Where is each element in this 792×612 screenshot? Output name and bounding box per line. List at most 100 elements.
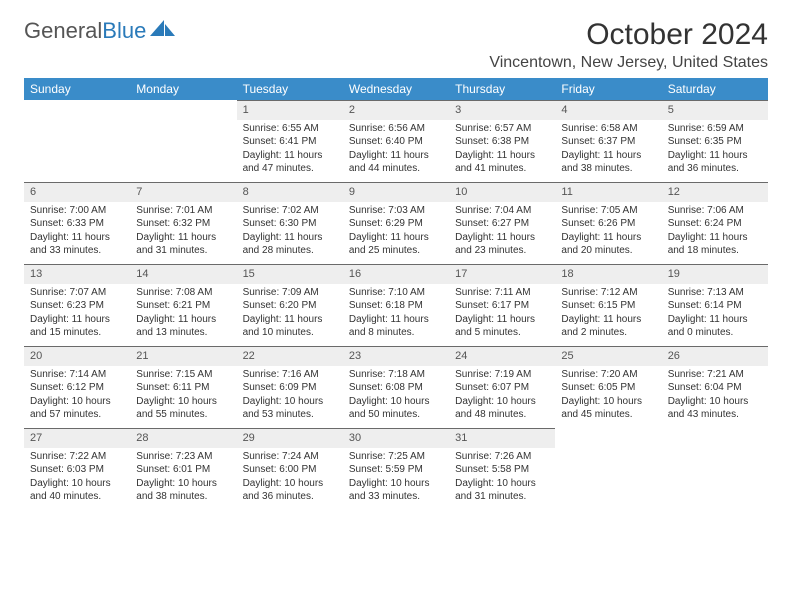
day-details: Sunrise: 7:09 AMSunset: 6:20 PMDaylight:… [237, 284, 343, 344]
calendar-cell: 18Sunrise: 7:12 AMSunset: 6:15 PMDayligh… [555, 264, 661, 346]
sunrise-line: Sunrise: 7:08 AM [136, 286, 230, 300]
calendar-cell: 1Sunrise: 6:55 AMSunset: 6:41 PMDaylight… [237, 100, 343, 182]
sunset-line: Sunset: 6:41 PM [243, 135, 337, 149]
daylight-line: Daylight: 11 hours and 36 minutes. [668, 149, 762, 176]
day-number: 28 [130, 428, 236, 448]
sunrise-line: Sunrise: 6:55 AM [243, 122, 337, 136]
day-number: 18 [555, 264, 661, 284]
calendar-cell: 19Sunrise: 7:13 AMSunset: 6:14 PMDayligh… [662, 264, 768, 346]
calendar-body: 1Sunrise: 6:55 AMSunset: 6:41 PMDaylight… [24, 100, 768, 510]
daylight-line: Daylight: 11 hours and 28 minutes. [243, 231, 337, 258]
sunrise-line: Sunrise: 7:21 AM [668, 368, 762, 382]
calendar-cell: 16 Sunrise: 7:10 AMSunset: 6:18 PMDayligh… [343, 264, 449, 346]
daylight-line: Daylight: 11 hours and 23 minutes. [455, 231, 549, 258]
day-details: Sunrise: 7:15 AMSunset: 6:11 PMDaylight:… [130, 366, 236, 426]
sunrise-line: Sunrise: 7:06 AM [668, 204, 762, 218]
calendar-cell: 14Sunrise: 7:08 AMSunset: 6:21 PMDayligh… [130, 264, 236, 346]
sunrise-line: Sunrise: 7:26 AM [455, 450, 549, 464]
day-details: Sunrise: 6:55 AMSunset: 6:41 PMDaylight:… [237, 120, 343, 180]
calendar-cell: 28Sunrise: 7:23 AMSunset: 6:01 PMDayligh… [130, 428, 236, 510]
day-number: 10 [449, 182, 555, 202]
daylight-line: Daylight: 11 hours and 41 minutes. [455, 149, 549, 176]
daylight-line: Daylight: 11 hours and 18 minutes. [668, 231, 762, 258]
day-number: 9 [343, 182, 449, 202]
daylight-line: Daylight: 11 hours and 0 minutes. [668, 313, 762, 340]
daylight-line: Daylight: 11 hours and 10 minutes. [243, 313, 337, 340]
calendar-cell: 7Sunrise: 7:01 AMSunset: 6:32 PMDaylight… [130, 182, 236, 264]
daylight-line: Daylight: 10 hours and 50 minutes. [349, 395, 443, 422]
sunrise-line: Sunrise: 7:05 AM [561, 204, 655, 218]
daylight-line: Daylight: 11 hours and 20 minutes. [561, 231, 655, 258]
calendar-cell [24, 100, 130, 182]
day-number: 25 [555, 346, 661, 366]
calendar-week-row: 27Sunrise: 7:22 AMSunset: 6:03 PMDayligh… [24, 428, 768, 510]
sunrise-line: Sunrise: 7:15 AM [136, 368, 230, 382]
daylight-line: Daylight: 11 hours and 44 minutes. [349, 149, 443, 176]
day-details: Sunrise: 7:04 AMSunset: 6:27 PMDaylight:… [449, 202, 555, 262]
day-number: 6 [24, 182, 130, 202]
day-details: Sunrise: 7:16 AMSunset: 6:09 PMDaylight:… [237, 366, 343, 426]
day-details: Sunrise: 6:57 AMSunset: 6:38 PMDaylight:… [449, 120, 555, 180]
sunset-line: Sunset: 6:00 PM [243, 463, 337, 477]
day-details: Sunrise: 6:56 AMSunset: 6:40 PMDaylight:… [343, 120, 449, 180]
sunset-line: Sunset: 6:05 PM [561, 381, 655, 395]
location-text: Vincentown, New Jersey, United States [489, 54, 768, 72]
sunset-line: Sunset: 6:04 PM [668, 381, 762, 395]
sunset-line: Sunset: 6:23 PM [30, 299, 124, 313]
daylight-line: Daylight: 11 hours and 25 minutes. [349, 231, 443, 258]
sunset-line: Sunset: 6:07 PM [455, 381, 549, 395]
sunset-line: Sunset: 6:18 PM [349, 299, 443, 313]
day-number: 31 [449, 428, 555, 448]
day-number: 17 [449, 264, 555, 284]
daylight-line: Daylight: 11 hours and 8 minutes. [349, 313, 443, 340]
day-number: 7 [130, 182, 236, 202]
sunrise-line: Sunrise: 7:10 AM [349, 286, 443, 300]
day-number: 24 [449, 346, 555, 366]
day-number: 29 [237, 428, 343, 448]
sunset-line: Sunset: 6:14 PM [668, 299, 762, 313]
day-number: 19 [662, 264, 768, 284]
daylight-line: Daylight: 10 hours and 43 minutes. [668, 395, 762, 422]
daylight-line: Daylight: 10 hours and 31 minutes. [455, 477, 549, 504]
day-details: Sunrise: 7:03 AMSunset: 6:29 PMDaylight:… [343, 202, 449, 262]
sunset-line: Sunset: 6:27 PM [455, 217, 549, 231]
calendar-cell: 17Sunrise: 7:11 AMSunset: 6:17 PMDayligh… [449, 264, 555, 346]
calendar-cell: 12Sunrise: 7:06 AMSunset: 6:24 PMDayligh… [662, 182, 768, 264]
calendar-cell: 22Sunrise: 7:16 AMSunset: 6:09 PMDayligh… [237, 346, 343, 428]
day-details: Sunrise: 7:19 AMSunset: 6:07 PMDaylight:… [449, 366, 555, 426]
sunrise-line: Sunrise: 7:24 AM [243, 450, 337, 464]
day-details: Sunrise: 7:25 AMSunset: 5:59 PMDaylight:… [343, 448, 449, 508]
calendar-page: GeneralBlue October 2024 Vincentown, New… [0, 0, 792, 528]
calendar-week-row: 1Sunrise: 6:55 AMSunset: 6:41 PMDaylight… [24, 100, 768, 182]
sunset-line: Sunset: 6:17 PM [455, 299, 549, 313]
day-number: 16 [343, 264, 449, 284]
day-header: Friday [555, 78, 661, 100]
calendar-cell: 25Sunrise: 7:20 AMSunset: 6:05 PMDayligh… [555, 346, 661, 428]
daylight-line: Daylight: 10 hours and 57 minutes. [30, 395, 124, 422]
day-header: Wednesday [343, 78, 449, 100]
sunrise-line: Sunrise: 7:09 AM [243, 286, 337, 300]
daylight-line: Daylight: 11 hours and 15 minutes. [30, 313, 124, 340]
calendar-cell: 21Sunrise: 7:15 AMSunset: 6:11 PMDayligh… [130, 346, 236, 428]
day-number: 15 [237, 264, 343, 284]
calendar-cell: 23Sunrise: 7:18 AMSunset: 6:08 PMDayligh… [343, 346, 449, 428]
day-details: Sunrise: 7:01 AMSunset: 6:32 PMDaylight:… [130, 202, 236, 262]
calendar-cell: 3Sunrise: 6:57 AMSunset: 6:38 PMDaylight… [449, 100, 555, 182]
day-details: Sunrise: 7:07 AMSunset: 6:23 PMDaylight:… [24, 284, 130, 344]
calendar-cell: 24Sunrise: 7:19 AMSunset: 6:07 PMDayligh… [449, 346, 555, 428]
brand-sail-icon [150, 18, 176, 44]
sunrise-line: Sunrise: 7:07 AM [30, 286, 124, 300]
day-header: Saturday [662, 78, 768, 100]
calendar-cell: 15Sunrise: 7:09 AMSunset: 6:20 PMDayligh… [237, 264, 343, 346]
sunrise-line: Sunrise: 6:56 AM [349, 122, 443, 136]
brand-name-b: Blue [102, 18, 146, 44]
day-details: Sunrise: 7:11 AMSunset: 6:17 PMDaylight:… [449, 284, 555, 344]
day-number: 26 [662, 346, 768, 366]
calendar-cell: 29Sunrise: 7:24 AMSunset: 6:00 PMDayligh… [237, 428, 343, 510]
day-number: 2 [343, 100, 449, 120]
day-number: 22 [237, 346, 343, 366]
calendar-cell: 20Sunrise: 7:14 AMSunset: 6:12 PMDayligh… [24, 346, 130, 428]
sunrise-line: Sunrise: 7:16 AM [243, 368, 337, 382]
sunset-line: Sunset: 6:21 PM [136, 299, 230, 313]
sunrise-line: Sunrise: 7:18 AM [349, 368, 443, 382]
